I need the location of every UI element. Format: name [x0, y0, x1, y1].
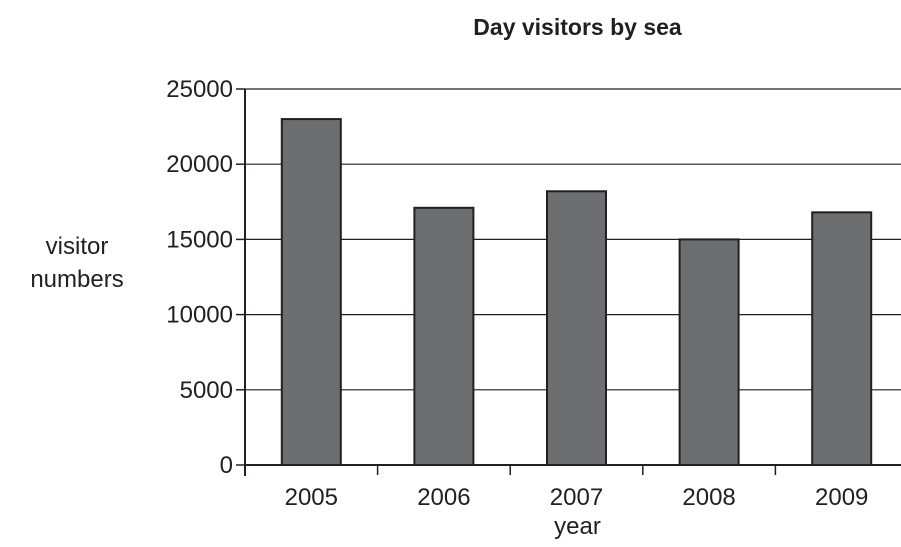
y-tick-label: 10000 — [166, 302, 233, 329]
x-tick-label: 2007 — [550, 484, 603, 511]
bar — [678, 238, 740, 466]
bar — [413, 206, 475, 466]
axes — [236, 88, 901, 476]
chart-title: Day visitors by sea — [473, 14, 682, 40]
y-axis-label: visitor numbers — [0, 230, 154, 296]
bar — [546, 190, 607, 466]
y-axis-label-line-2: numbers — [30, 266, 124, 293]
y-axis-label-line-1: visitor — [45, 233, 109, 260]
x-tick-label: 2005 — [285, 484, 338, 511]
x-tick-label: 2008 — [682, 484, 735, 511]
y-tick-label: 25000 — [166, 76, 233, 103]
y-tick-label: 5000 — [180, 377, 233, 404]
x-tick-label: 2009 — [815, 484, 868, 511]
tick-labels: 0 5000 10000 15000 20000 25000 2005 2006 2007 200… — [166, 76, 868, 511]
bar — [280, 118, 342, 467]
y-tick-label: 15000 — [166, 226, 233, 253]
bar — [811, 211, 873, 466]
y-tick-label: 20000 — [166, 151, 233, 178]
x-axis-label: year — [554, 513, 601, 540]
x-tick-label: 2006 — [417, 484, 470, 511]
y-tick-label: 0 — [220, 452, 233, 479]
bars — [280, 118, 873, 467]
